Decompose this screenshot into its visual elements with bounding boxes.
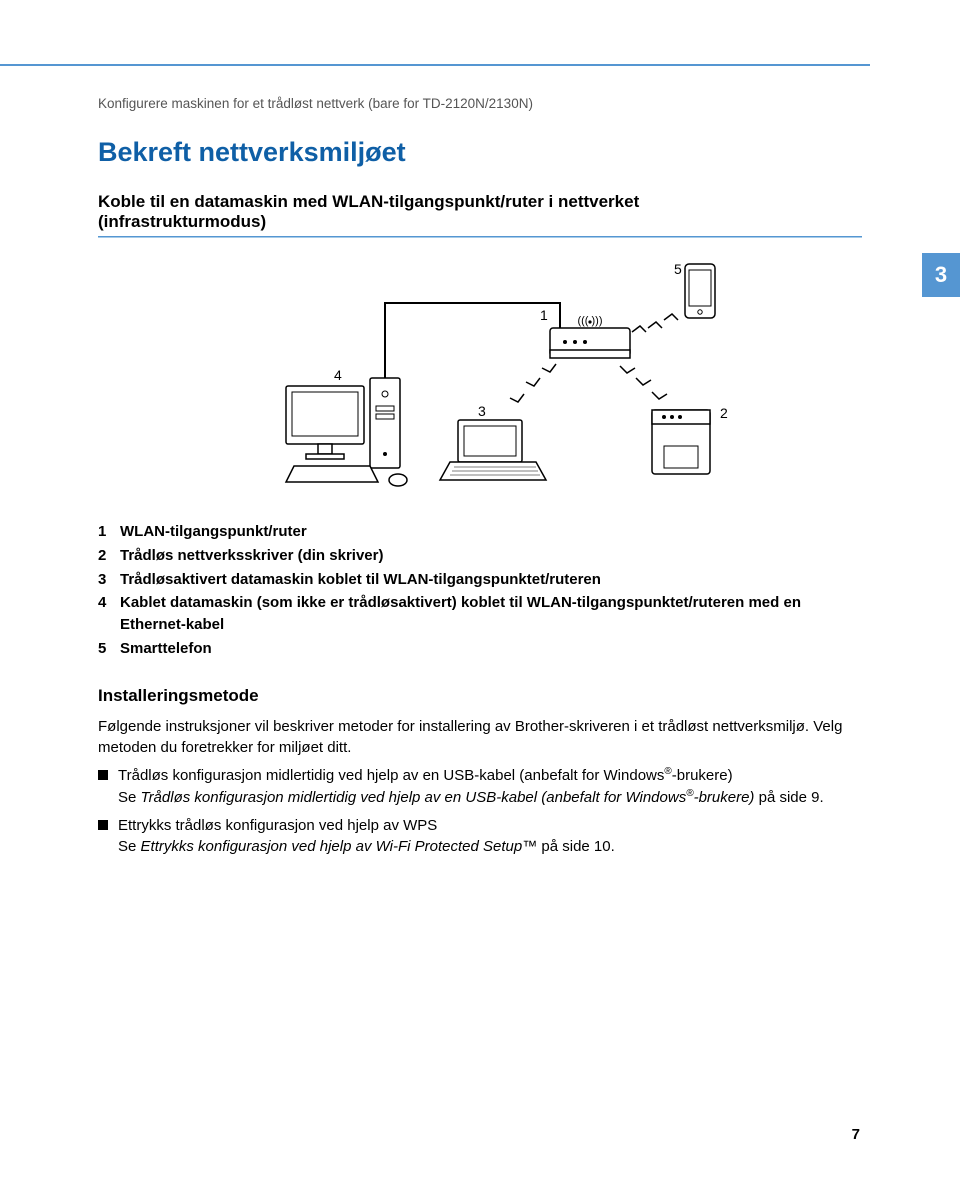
registered-mark: ® <box>664 766 671 777</box>
bullet-text: Ettrykks trådløs konfigurasjon ved hjelp… <box>118 815 437 837</box>
cross-reference-link[interactable]: Ettrykks konfigurasjon ved hjelp av Wi-F… <box>141 838 538 855</box>
legend-item: 3 Trådløsaktivert datamaskin koblet til … <box>98 569 862 591</box>
paragraph: Følgende instruksjoner vil beskriver met… <box>98 716 862 760</box>
cross-reference-link[interactable]: Trådløs konfigurasjon midlertidig ved hj… <box>141 789 755 806</box>
legend-text: WLAN-tilgangspunkt/ruter <box>120 521 307 543</box>
bullet-text-part: Trådløs konfigurasjon midlertidig ved hj… <box>118 767 664 784</box>
legend-num: 3 <box>98 569 120 591</box>
subline-part: på side 9. <box>754 789 823 806</box>
square-bullet-icon <box>98 770 108 780</box>
legend-item: 2 Trådløs nettverksskriver (din skriver) <box>98 545 862 567</box>
legend-item: 1 WLAN-tilgangspunkt/ruter <box>98 521 862 543</box>
section-heading: Koble til en datamaskin med WLAN-tilgang… <box>98 192 862 232</box>
diagram-label-5: 5 <box>674 261 682 277</box>
bullet-text-part: -brukere) <box>672 767 733 784</box>
diagram-label-4: 4 <box>334 367 342 383</box>
legend-text: Trådløsaktivert datamaskin koblet til WL… <box>120 569 601 591</box>
legend-text: Kablet datamaskin (som ikke er trådløsak… <box>120 592 862 636</box>
page-number: 7 <box>852 1126 860 1143</box>
page-content: Konfigurere maskinen for et trådløst net… <box>0 0 960 858</box>
square-bullet-icon <box>98 820 108 830</box>
diagram-label-3: 3 <box>478 403 486 419</box>
legend-num: 2 <box>98 545 120 567</box>
subsection-heading: Installeringsmetode <box>98 686 862 706</box>
diagram-label-1: 1 <box>540 307 548 323</box>
subline-part: Trådløs konfigurasjon midlertidig ved hj… <box>141 789 687 806</box>
subline-part: Se <box>118 789 141 806</box>
bullet-item: Ettrykks trådløs konfigurasjon ved hjelp… <box>98 815 862 837</box>
bullet-item: Trådløs konfigurasjon midlertidig ved hj… <box>98 765 862 787</box>
section-rule <box>98 236 862 238</box>
network-diagram: ((( ))) 1 5 2 <box>98 258 862 493</box>
page-title: Bekreft nettverksmiljøet <box>98 137 862 168</box>
legend-item: 4 Kablet datamaskin (som ikke er trådløs… <box>98 592 862 636</box>
bullet-subline: Se Ettrykks konfigurasjon ved hjelp av W… <box>118 836 862 858</box>
bullet-text: Trådløs konfigurasjon midlertidig ved hj… <box>118 765 733 787</box>
bullet-subline: Se Trådløs konfigurasjon midlertidig ved… <box>118 787 862 809</box>
breadcrumb: Konfigurere maskinen for et trådløst net… <box>98 96 862 111</box>
legend-num: 4 <box>98 592 120 636</box>
section-heading-line2: (infrastrukturmodus) <box>98 212 266 231</box>
diagram-label-2: 2 <box>720 405 728 421</box>
legend-text: Smarttelefon <box>120 638 212 660</box>
subline-part: på side 10. <box>537 838 615 855</box>
subline-part: Se <box>118 838 141 855</box>
diagram-legend: 1 WLAN-tilgangspunkt/ruter 2 Trådløs net… <box>98 521 862 660</box>
registered-mark: ® <box>686 788 693 799</box>
legend-num: 1 <box>98 521 120 543</box>
legend-item: 5 Smarttelefon <box>98 638 862 660</box>
section-heading-line1: Koble til en datamaskin med WLAN-tilgang… <box>98 192 639 211</box>
top-rule <box>0 64 870 66</box>
chapter-side-tab: 3 <box>922 253 960 297</box>
legend-text: Trådløs nettverksskriver (din skriver) <box>120 545 383 567</box>
subline-part: -brukere) <box>694 789 755 806</box>
legend-num: 5 <box>98 638 120 660</box>
